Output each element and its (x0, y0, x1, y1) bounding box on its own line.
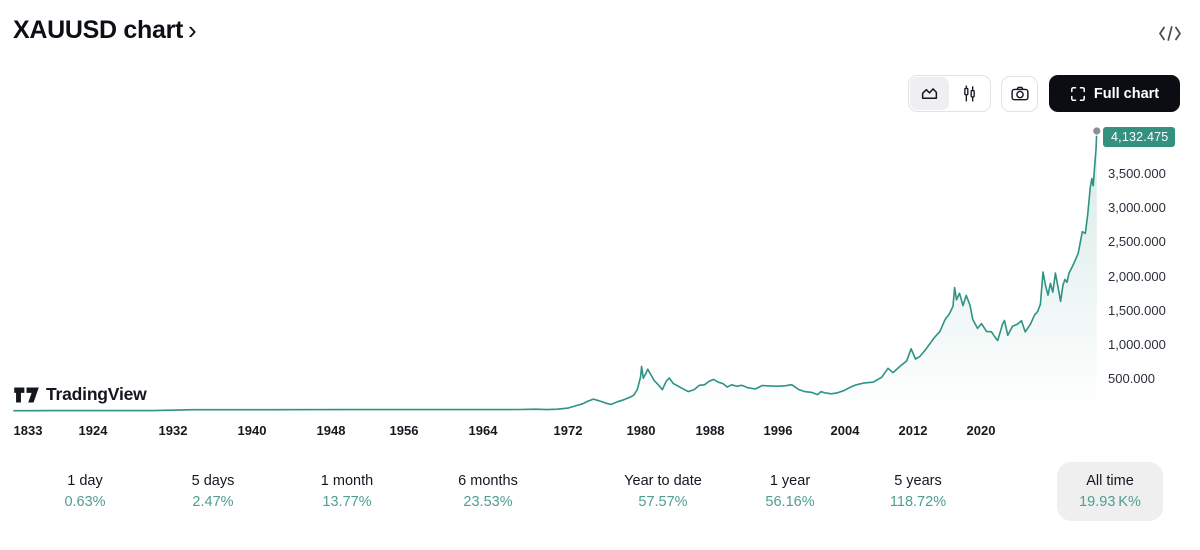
chart-style-toggle (908, 75, 991, 112)
full-chart-button[interactable]: Full chart (1049, 75, 1180, 112)
snapshot-button[interactable] (1001, 76, 1038, 112)
range-label: All time (1086, 473, 1134, 489)
range-label: 5 years (894, 473, 942, 489)
code-icon (1159, 26, 1181, 41)
range-change: 23.53% (463, 494, 513, 510)
candles-style-button[interactable] (951, 77, 990, 110)
range-change: 56.16% (765, 494, 815, 510)
x-axis-label: 1932 (158, 423, 188, 438)
price-axis-label: 3,000.000 (1108, 200, 1166, 215)
price-axis-label: 500.000 (1108, 371, 1155, 386)
price-axis-label: 2,500.000 (1108, 234, 1166, 249)
x-axis-label: 2012 (898, 423, 928, 438)
symbol-title: XAUUSD chart (13, 16, 184, 44)
tradingview-logo-icon (14, 387, 39, 402)
range-label: 5 days (191, 473, 235, 489)
price-axis-label: 1,000.000 (1108, 337, 1166, 352)
range-button-all-time[interactable]: All time 19.93 K% (1057, 462, 1163, 521)
tradingview-attribution[interactable]: TradingView (13, 384, 147, 405)
x-axis-label: 1924 (78, 423, 108, 438)
range-label: 1 month (320, 473, 374, 489)
last-price-badge: 4,132.475 (1103, 127, 1176, 147)
x-axis-label: 1964 (468, 423, 498, 438)
x-axis-label: 2020 (966, 423, 996, 438)
camera-icon (1010, 86, 1029, 101)
x-axis-label: 1972 (553, 423, 583, 438)
x-axis-label: 2004 (830, 423, 860, 438)
range-button-5-days[interactable]: 5 days 2.47% (170, 462, 257, 521)
x-axis-label: 1948 (316, 423, 346, 438)
range-change: 13.77% (322, 494, 372, 510)
range-button-6-months[interactable]: 6 months 23.53% (436, 462, 540, 521)
price-line (13, 130, 1098, 412)
range-change: 0.63% (64, 494, 106, 510)
last-price-dot (1092, 126, 1102, 136)
range-button-5-years[interactable]: 5 years 118.72% (868, 462, 968, 521)
x-axis-label: 1833 (13, 423, 43, 438)
area-chart-icon (921, 88, 937, 99)
range-label: 1 day (67, 473, 103, 489)
price-axis-label: 3,500.000 (1108, 166, 1166, 181)
full-chart-label: Full chart (1093, 85, 1160, 102)
range-button-1-month[interactable]: 1 month 13.77% (299, 462, 395, 521)
embed-code-button[interactable] (1158, 24, 1182, 43)
range-button-year-to-date[interactable]: Year to date 57.57% (602, 462, 724, 521)
range-button-1-year[interactable]: 1 year 56.16% (743, 462, 836, 521)
range-label: Year to date (624, 473, 702, 489)
page-title: XAUUSD chart › (13, 14, 197, 45)
x-axis-label: 1940 (237, 423, 267, 438)
tradingview-wordmark: TradingView (46, 384, 147, 404)
area-fill (14, 131, 1097, 412)
price-axis-label: 2,000.000 (1108, 269, 1166, 284)
range-button-1-day[interactable]: 1 day 0.63% (42, 462, 127, 521)
x-axis-label: 1980 (626, 423, 656, 438)
x-axis-label: 1996 (763, 423, 793, 438)
area-style-button[interactable] (910, 77, 949, 110)
range-change: 118.72% (889, 494, 947, 510)
price-axis-label: 1,500.000 (1108, 303, 1166, 318)
fullscreen-icon (1070, 86, 1085, 101)
x-axis-label: 1956 (389, 423, 419, 438)
chevron-right-icon[interactable]: › (188, 14, 197, 45)
range-change: 2.47% (192, 494, 234, 510)
range-change: 57.57% (638, 494, 688, 510)
x-axis-label: 1988 (695, 423, 725, 438)
range-label: 1 year (769, 473, 811, 489)
candlestick-icon (964, 85, 976, 102)
range-label: 6 months (458, 473, 518, 489)
range-change: 19.93 K% (1079, 494, 1141, 510)
